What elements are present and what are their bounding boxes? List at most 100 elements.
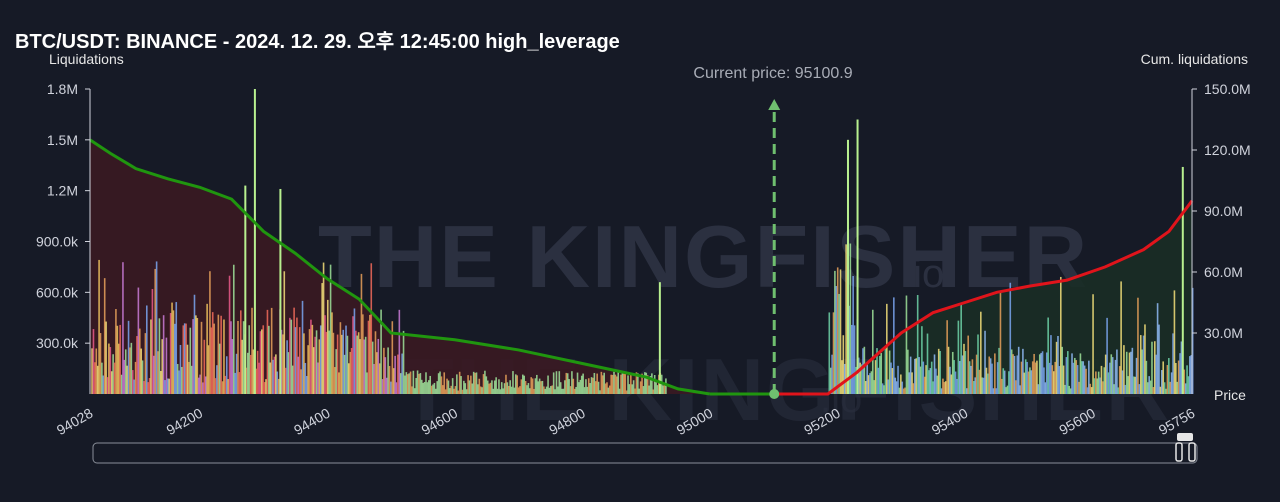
- liquidation-bar: [831, 354, 833, 394]
- liquidation-bar: [897, 365, 899, 394]
- liquidation-bar: [289, 317, 291, 394]
- liquidation-bar: [418, 373, 420, 394]
- liquidation-bar: [1161, 370, 1163, 394]
- liquidation-bar: [944, 381, 947, 394]
- liquidation-bar: [641, 373, 643, 394]
- liquidation-bar: [565, 372, 568, 394]
- liquidation-bar: [646, 375, 649, 394]
- y-right-tick-label: 90.0M: [1204, 203, 1243, 219]
- liquidation-bar: [350, 347, 353, 394]
- liquidation-bar: [655, 382, 657, 394]
- liquidation-bar: [853, 325, 856, 394]
- liquidation-bar: [304, 362, 307, 394]
- liquidation-bar: [1107, 372, 1110, 394]
- range-slider-grip[interactable]: [1177, 433, 1193, 441]
- liquidation-bar: [530, 377, 533, 394]
- liquidation-bar: [225, 356, 228, 394]
- liquidation-bar: [499, 389, 502, 394]
- liquidation-bar: [329, 264, 332, 394]
- liquidation-bar: [360, 273, 363, 394]
- liquidation-bar: [491, 380, 493, 394]
- liquidation-bar: [342, 329, 345, 394]
- liquidation-bar: [478, 378, 481, 394]
- liquidation-bar: [1083, 365, 1086, 394]
- liquidation-bar: [140, 348, 142, 394]
- liquidation-bar: [136, 336, 138, 394]
- liquidation-bar: [1114, 359, 1117, 394]
- liquidation-bar: [652, 389, 655, 394]
- liquidation-bar: [1016, 355, 1019, 394]
- liquidation-bar: [373, 364, 375, 394]
- liquidation-bar: [203, 339, 206, 394]
- liquidation-bar: [1168, 358, 1170, 394]
- liquidation-bar: [261, 329, 263, 394]
- liquidation-bar: [1103, 367, 1106, 394]
- liquidation-bar: [1104, 354, 1107, 394]
- liquidation-bar: [206, 303, 208, 394]
- liquidation-bar: [333, 367, 336, 394]
- liquidation-bar: [228, 275, 231, 394]
- liquidation-bar: [150, 319, 152, 394]
- liquidation-bar: [262, 325, 265, 394]
- liquidation-bar: [272, 359, 274, 394]
- liquidation-bar: [1037, 384, 1040, 394]
- liquidation-bar: [1176, 381, 1179, 394]
- liquidation-bar: [479, 386, 482, 394]
- liquidation-bar: [928, 370, 930, 394]
- liquidation-bar: [1120, 281, 1122, 394]
- liquidation-bar: [422, 382, 424, 394]
- liquidation-bar: [513, 387, 516, 394]
- liquidation-bar: [1097, 371, 1100, 394]
- liquidation-bar: [1057, 335, 1059, 394]
- liquidation-bar: [362, 314, 364, 394]
- liquidation-bar: [110, 371, 113, 394]
- liquidation-bar: [1062, 365, 1065, 394]
- liquidation-bar: [402, 330, 405, 394]
- liquidation-bar: [284, 367, 287, 394]
- liquidation-bar: [1128, 352, 1131, 394]
- liquidation-bar: [1139, 335, 1142, 394]
- range-slider-handle-right[interactable]: [1188, 442, 1196, 462]
- liquidation-bar: [1113, 384, 1115, 394]
- liquidation-bar: [453, 388, 455, 394]
- liquidation-bar: [1027, 371, 1030, 394]
- liquidation-bar: [1117, 387, 1120, 394]
- liquidation-bar: [533, 388, 535, 394]
- liquidation-bar: [92, 329, 95, 394]
- liquidation-bar: [1003, 370, 1006, 394]
- liquidation-bar: [235, 353, 238, 394]
- liquidation-bar: [171, 302, 173, 394]
- liquidation-bar: [157, 351, 159, 394]
- liquidation-bar: [183, 323, 186, 394]
- liquidation-bar: [436, 381, 439, 394]
- liquidation-bar: [167, 378, 169, 394]
- liquidation-bar: [248, 325, 251, 394]
- liquidation-bar: [113, 362, 116, 394]
- liquidation-bar: [374, 331, 377, 394]
- liquidation-bar: [131, 370, 134, 394]
- range-slider-handle-left[interactable]: [1175, 442, 1183, 462]
- liquidation-bar: [406, 374, 409, 394]
- cum-lines: [89, 138, 1194, 396]
- liquidation-bar: [939, 350, 941, 394]
- range-slider[interactable]: [92, 433, 1198, 466]
- liquidation-bar: [141, 360, 144, 394]
- liquidation-bar: [987, 373, 989, 394]
- range-slider-track[interactable]: [92, 442, 1198, 464]
- liquidation-bar: [866, 363, 868, 394]
- liquidation-bar: [883, 385, 885, 394]
- liquidation-bar: [583, 387, 586, 394]
- liquidation-bar: [1065, 357, 1068, 394]
- liquidation-bar: [145, 305, 148, 394]
- liquidation-bar: [370, 263, 373, 394]
- liquidation-bar: [420, 379, 423, 394]
- liquidation-bar: [954, 371, 957, 394]
- liquidation-bar: [582, 373, 584, 394]
- liquidation-bar: [561, 388, 563, 394]
- liquidation-bar: [130, 342, 133, 394]
- liquidation-bar: [895, 381, 898, 394]
- liquidation-bar: [551, 385, 554, 394]
- liquidation-bar: [610, 374, 612, 394]
